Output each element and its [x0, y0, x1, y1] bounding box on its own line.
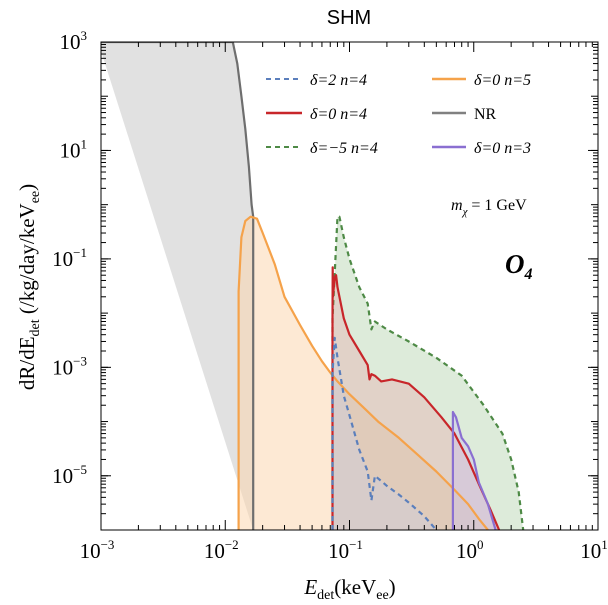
series-area-delta-0-n-5	[238, 216, 488, 530]
y-tick-label: 101	[60, 136, 88, 162]
series-line-delta-5-n-4	[331, 215, 525, 530]
series-area-delta-2-n-4	[332, 337, 437, 530]
legend-label-delta0-n4: δ=0 n=4	[310, 106, 367, 123]
x-tick-label: 100	[456, 537, 484, 563]
series-line-delta-0-n-5	[237, 215, 489, 530]
y-tick-label: 103	[60, 28, 88, 54]
ticks-layer: 10−3 10−2 10−1 100 101 10−5 10−3 10−1 101 103	[52, 28, 608, 563]
mass-annotation: mχ = 1 GeV	[451, 197, 527, 218]
series-line-delta-0-n-3	[451, 410, 497, 530]
x-axis-label: Edet(keVee)	[303, 575, 395, 603]
x-tick-label: 10−1	[328, 537, 363, 563]
legend-label-nr: NR	[474, 106, 497, 123]
series-area-delta-5-n-4	[332, 216, 524, 530]
series-layer	[101, 42, 525, 530]
series-line-delta-2-n-4	[331, 336, 438, 530]
legend-label-delta2-n4: δ=2 n=4	[310, 72, 367, 89]
operator-annotation: O4	[505, 249, 533, 283]
y-tick-label: 10−1	[52, 245, 87, 271]
x-tick-label: 101	[580, 537, 608, 563]
x-tick-label: 10−3	[80, 537, 115, 563]
x-tick-label: 10−2	[204, 537, 239, 563]
y-tick-label: 10−5	[52, 462, 87, 488]
series-area-nr	[101, 42, 254, 530]
legend-label-delta0-n3: δ=0 n=3	[474, 140, 531, 157]
legend-label-delta-5-n4: δ=−5 n=4	[310, 140, 378, 157]
chart-title: SHM	[327, 7, 371, 29]
series-area-delta-0-n-4	[332, 267, 500, 530]
legend: δ=2 n=4 δ=0 n=5 δ=0 n=4 NR δ=−5 n=4 δ=0 …	[266, 72, 531, 157]
y-axis-label: dR/dEdet (/kg/day/keVee)	[15, 184, 43, 390]
legend-label-delta0-n5: δ=0 n=5	[474, 72, 531, 89]
series-line-nr	[101, 42, 255, 530]
y-tick-label: 10−3	[52, 353, 87, 379]
series-line-delta-0-n-4	[331, 266, 501, 530]
